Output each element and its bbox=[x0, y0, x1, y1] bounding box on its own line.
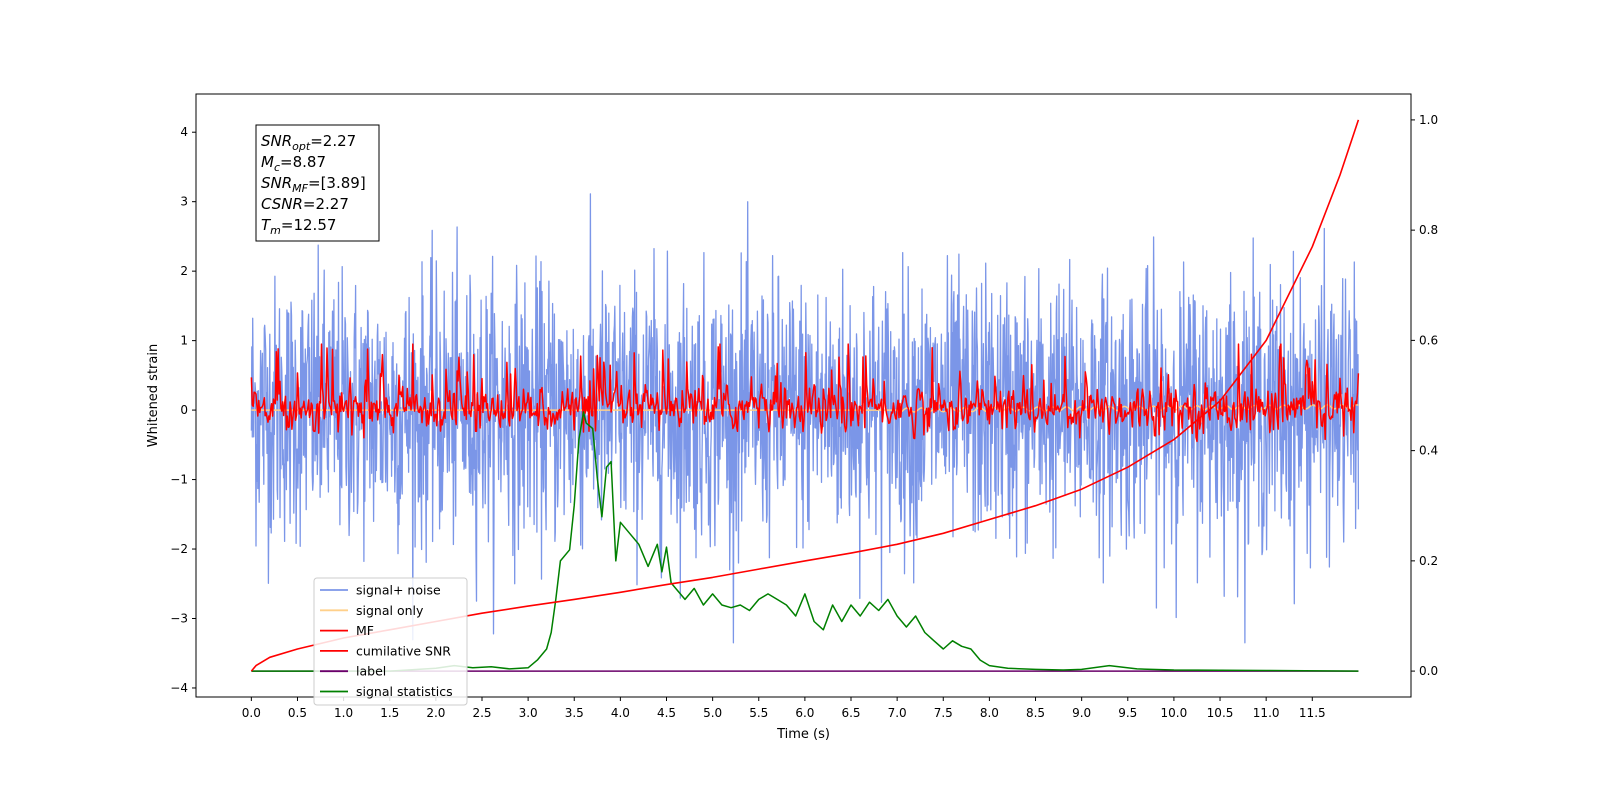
y-tick-label: −4 bbox=[170, 681, 188, 695]
x-tick-label: 2.0 bbox=[426, 706, 445, 720]
x-tick-label: 5.5 bbox=[749, 706, 768, 720]
x-tick-label: 5.0 bbox=[703, 706, 722, 720]
x-tick-label: 11.5 bbox=[1299, 706, 1326, 720]
x-tick-label: 8.0 bbox=[980, 706, 999, 720]
x-tick-label: 6.5 bbox=[841, 706, 860, 720]
x-tick-label: 11.0 bbox=[1253, 706, 1280, 720]
x-tick-label: 8.5 bbox=[1026, 706, 1045, 720]
legend-label: signal+ noise bbox=[356, 583, 441, 598]
x-tick-label: 3.0 bbox=[519, 706, 538, 720]
x-tick-label: 7.0 bbox=[888, 706, 907, 720]
series-line-signal-statistics bbox=[251, 411, 1359, 672]
x-tick-label: 9.5 bbox=[1118, 706, 1137, 720]
x-tick-label: 1.0 bbox=[334, 706, 353, 720]
y-tick-label: 0 bbox=[180, 403, 188, 417]
legend-label: signal statistics bbox=[356, 684, 453, 699]
x-tick-label: 1.5 bbox=[380, 706, 399, 720]
y-tick-label: −3 bbox=[170, 611, 188, 625]
y-axis-label: Whitened strain bbox=[146, 344, 161, 447]
annotation-line: Mc=8.87 bbox=[261, 153, 326, 174]
legend-label: cumilative SNR bbox=[356, 643, 451, 658]
annotation-line: CSNR=2.27 bbox=[261, 195, 349, 213]
legend-label: MF bbox=[356, 623, 374, 638]
y2-tick-label: 0.8 bbox=[1419, 223, 1438, 237]
plot-frame bbox=[195, 93, 1412, 698]
y-tick-label: 1 bbox=[180, 334, 188, 348]
y2-tick-label: 0.6 bbox=[1419, 333, 1438, 347]
x-tick-label: 4.0 bbox=[611, 706, 630, 720]
x-tick-label: 7.5 bbox=[934, 706, 953, 720]
x-tick-label: 3.5 bbox=[565, 706, 584, 720]
legend-label: label bbox=[356, 664, 386, 679]
y2-tick-label: 0.2 bbox=[1419, 554, 1438, 568]
y-tick-label: 4 bbox=[180, 125, 188, 139]
annotation-line: SNRopt=2.27 bbox=[261, 132, 356, 153]
x-tick-label: 9.0 bbox=[1072, 706, 1091, 720]
y-tick-label: 3 bbox=[180, 195, 188, 209]
y-tick-label: 2 bbox=[180, 264, 188, 278]
x-tick-label: 6.0 bbox=[795, 706, 814, 720]
annotation-box bbox=[255, 124, 380, 242]
series-line-mf bbox=[250, 343, 1360, 443]
x-axis-label: Time (s) bbox=[776, 727, 830, 742]
x-tick-label: 0.0 bbox=[242, 706, 261, 720]
legend-label: signal only bbox=[356, 603, 424, 618]
x-tick-label: 2.5 bbox=[472, 706, 491, 720]
x-tick-label: 10.5 bbox=[1207, 706, 1234, 720]
y-tick-label: −1 bbox=[170, 473, 188, 487]
x-tick-label: 4.5 bbox=[657, 706, 676, 720]
x-tick-label: 10.0 bbox=[1161, 706, 1188, 720]
annotation-line: SNRMF=[3.89] bbox=[261, 174, 366, 195]
y-tick-label: −2 bbox=[170, 542, 188, 556]
y2-tick-label: 0.0 bbox=[1419, 664, 1438, 678]
y2-tick-label: 1.0 bbox=[1419, 113, 1438, 127]
y2-tick-label: 0.4 bbox=[1419, 444, 1438, 458]
x-tick-label: 0.5 bbox=[288, 706, 307, 720]
legend-box bbox=[313, 577, 468, 706]
annotation-line: Tm=12.57 bbox=[261, 216, 336, 237]
